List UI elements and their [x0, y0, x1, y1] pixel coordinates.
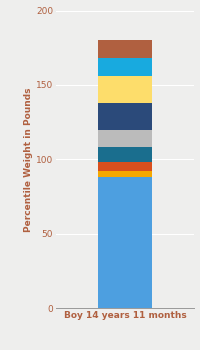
Bar — [98, 171, 152, 177]
Bar — [98, 76, 152, 103]
Bar — [98, 40, 152, 58]
Bar — [98, 58, 152, 76]
Bar — [98, 103, 152, 130]
Bar — [98, 130, 152, 147]
Bar — [98, 162, 152, 171]
Bar — [98, 177, 152, 308]
Bar — [98, 147, 152, 162]
Y-axis label: Percentile Weight in Pounds: Percentile Weight in Pounds — [24, 87, 33, 231]
